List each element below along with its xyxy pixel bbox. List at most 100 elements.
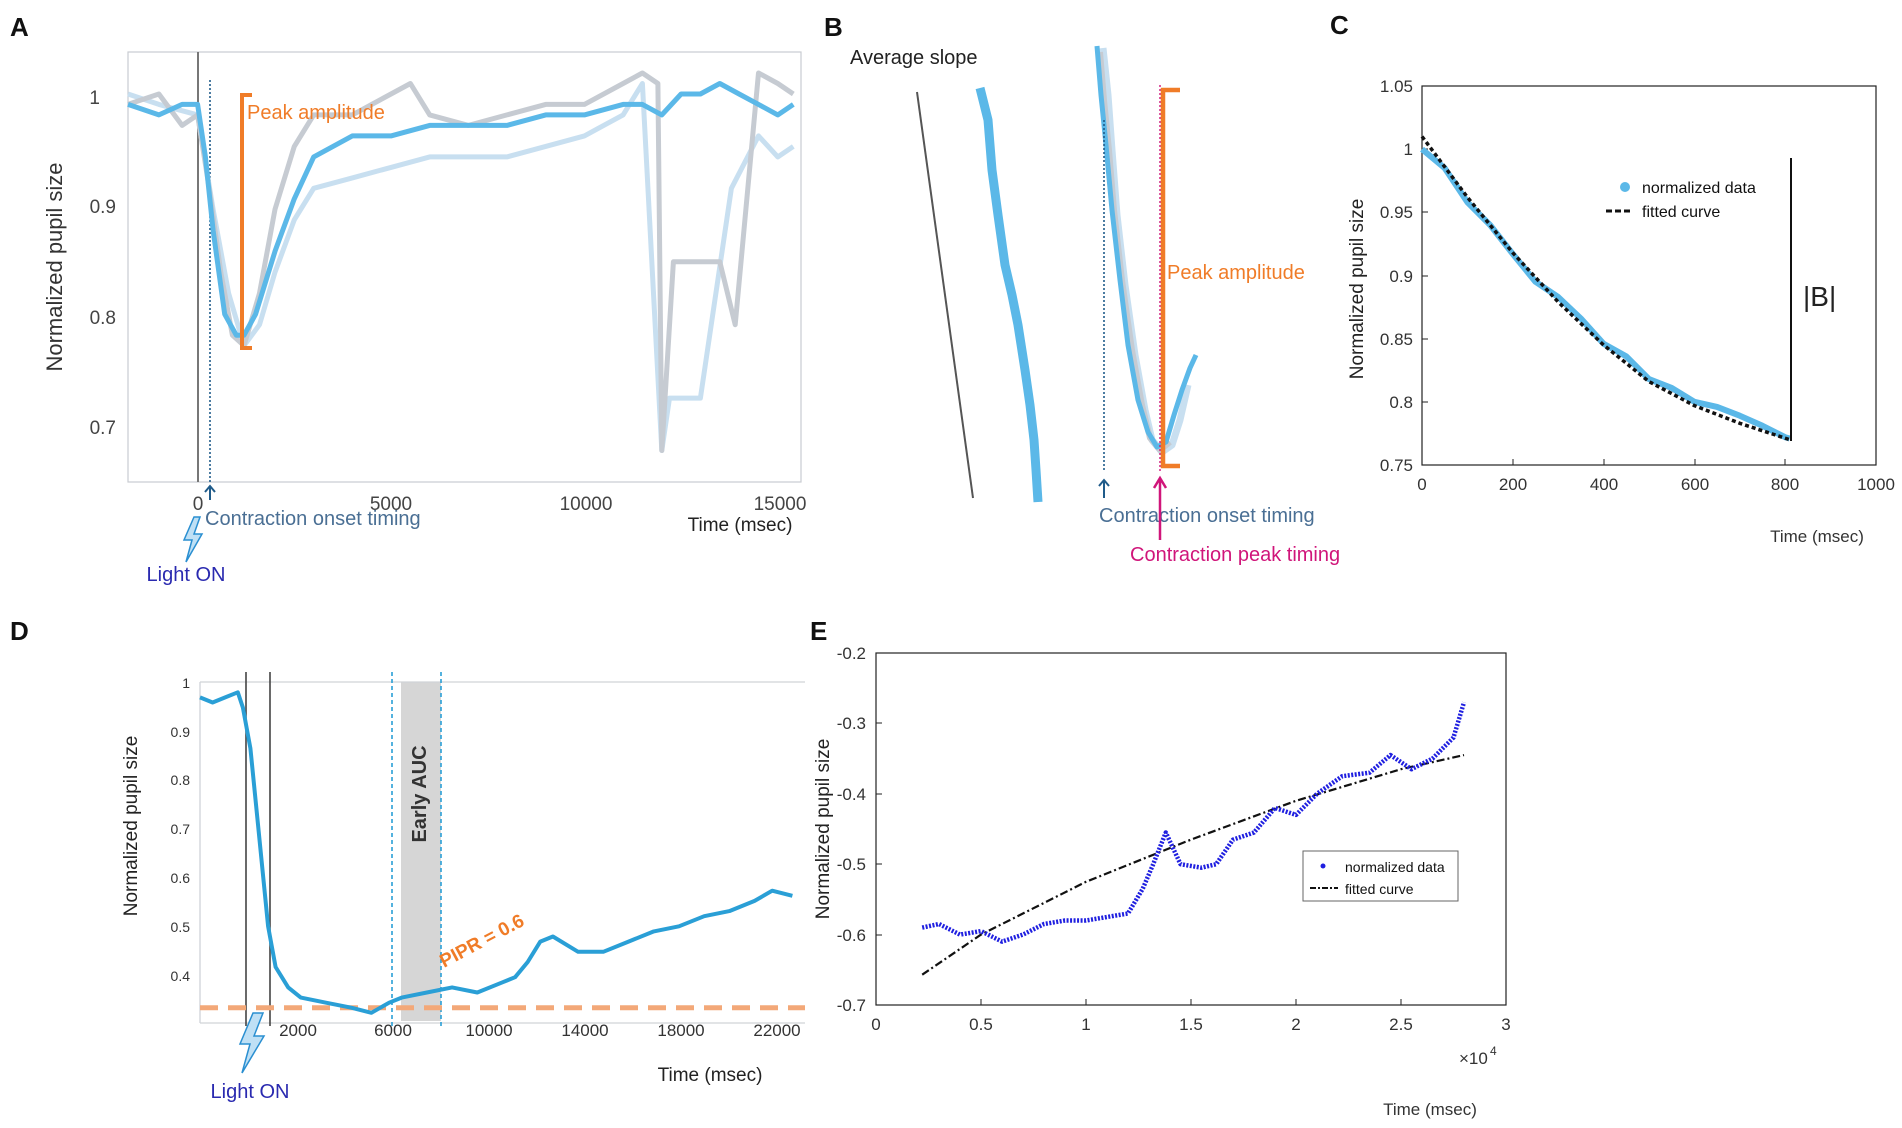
panel-e-frame xyxy=(875,652,1507,1006)
panel-c-ytick-1: 1 xyxy=(1404,140,1413,159)
panel-d-xtick-22000: 22000 xyxy=(753,1021,800,1040)
panel-a-xtick-5000: 5000 xyxy=(370,494,412,515)
panel-e: E Normalized pupil size -0.2 -0.3 -0.4 -… xyxy=(810,616,1511,1119)
panel-c-xtick-800: 800 xyxy=(1771,475,1799,494)
panel-d: D Early AUC Normalized pupil size 1 0.9 … xyxy=(10,616,805,1103)
panel-e-legend-box xyxy=(1302,850,1459,902)
panel-a-peak-bracket xyxy=(240,93,252,350)
panel-e-exponent-base: ×10 xyxy=(1459,1049,1488,1068)
panel-b-onset-label: Contraction onset timing xyxy=(1099,505,1315,527)
panel-b-onset-arrow xyxy=(1098,478,1110,498)
panel-b: B Average slope Peak amplitude Contracti… xyxy=(824,12,1340,566)
panel-b-peak-timing-label: Contraction peak timing xyxy=(1130,544,1340,566)
panel-d-pipr-label: PIPR = 0.6 xyxy=(436,910,527,972)
panel-d-xtick-10000: 10000 xyxy=(465,1021,512,1040)
panel-e-xtick-1.5: 1.5 xyxy=(1179,1015,1203,1034)
panel-c-ytick-0.95: 0.95 xyxy=(1380,203,1413,222)
panel-c-letter: C xyxy=(1330,10,1349,40)
panel-e-xtick-0: 0 xyxy=(871,1015,880,1034)
panel-b-slope-line xyxy=(916,91,974,499)
panel-a-series-light-blue xyxy=(127,81,795,453)
panel-a-ylabel: Normalized pupil size xyxy=(42,162,67,371)
panel-b-trace-blue xyxy=(1094,45,1199,450)
panel-e-ytick--0.6: -0.6 xyxy=(837,926,866,945)
panel-a-ytick-0.9: 0.9 xyxy=(90,197,116,218)
panel-b-letter: B xyxy=(824,12,843,42)
panel-a-onset-label: Contraction onset timing xyxy=(205,508,421,530)
panel-e-xtick-2.5: 2.5 xyxy=(1389,1015,1413,1034)
panel-c-ytick-0.85: 0.85 xyxy=(1380,330,1413,349)
panel-e-legend-data: normalized data xyxy=(1345,859,1445,875)
panel-e-ytick--0.2: -0.2 xyxy=(837,644,866,663)
panel-c-b-label: |B| xyxy=(1803,281,1836,312)
panel-a-ytick-0.7: 0.7 xyxy=(90,418,116,439)
panel-c-ylabel: Normalized pupil size xyxy=(1347,199,1368,380)
panel-d-letter: D xyxy=(10,616,29,646)
panel-e-xtick-1: 1 xyxy=(1081,1015,1090,1034)
panel-e-series-fitted-curve xyxy=(921,754,1465,976)
panel-b-slope-label: Average slope xyxy=(850,47,978,69)
panel-c-ytick-0.8: 0.8 xyxy=(1389,393,1413,412)
panel-d-ytick-0.4: 0.4 xyxy=(171,968,191,984)
panel-a-lightning-icon xyxy=(182,516,204,563)
panel-c-xlabel: Time (msec) xyxy=(1770,527,1864,546)
panel-e-exponent-power: 4 xyxy=(1490,1044,1497,1058)
panel-d-ylabel: Normalized pupil size xyxy=(121,736,142,917)
panel-a-xlabel: Time (msec) xyxy=(688,515,793,536)
panel-e-xtick-2: 2 xyxy=(1291,1015,1300,1034)
panel-e-ylabel: Normalized pupil size xyxy=(813,739,834,920)
panel-d-auc-shade xyxy=(401,682,441,1021)
panel-d-light-label: Light ON xyxy=(211,1081,290,1103)
panel-e-xtick-0.5: 0.5 xyxy=(969,1015,993,1034)
panel-d-auc-label: Early AUC xyxy=(409,745,431,842)
panel-d-ytick-1: 1 xyxy=(182,675,190,691)
panel-d-ytick-0.8: 0.8 xyxy=(171,772,191,788)
panel-c-series-fitted-curve xyxy=(1420,135,1791,442)
panel-b-peak-label: Peak amplitude xyxy=(1167,262,1305,284)
panel-c-legend-data: normalized data xyxy=(1642,180,1756,197)
panel-a-ytick-1: 1 xyxy=(89,88,100,109)
panel-c-xtick-1000: 1000 xyxy=(1857,475,1895,494)
panel-e-ytick--0.4: -0.4 xyxy=(837,785,866,804)
panel-a-peak-label: Peak amplitude xyxy=(247,102,385,124)
panel-c-ticks xyxy=(1422,85,1786,465)
panel-d-pupil-trace xyxy=(199,690,793,1015)
panel-c-legend-fit: fitted curve xyxy=(1642,204,1720,221)
panel-e-ytick--0.7: -0.7 xyxy=(837,996,866,1015)
panel-c-xtick-200: 200 xyxy=(1499,475,1527,494)
panel-d-ytick-0.9: 0.9 xyxy=(171,724,191,740)
panel-a-series-gray xyxy=(127,70,795,453)
panel-e-ytick--0.3: -0.3 xyxy=(837,714,866,733)
panel-e-xtick-3: 3 xyxy=(1501,1015,1510,1034)
panel-a-xtick-15000: 15000 xyxy=(754,494,807,515)
panel-c-ytick-0.75: 0.75 xyxy=(1380,456,1413,475)
panel-d-ytick-0.6: 0.6 xyxy=(171,870,191,886)
panel-a-letter: A xyxy=(10,12,29,42)
panel-e-ytick--0.5: -0.5 xyxy=(837,855,866,874)
panel-c-ytick-1.05: 1.05 xyxy=(1380,77,1413,96)
panel-c-xtick-0: 0 xyxy=(1417,475,1426,494)
panel-b-contraction-segment xyxy=(975,86,1043,503)
panel-d-ytick-0.5: 0.5 xyxy=(171,919,191,935)
panel-e-legend-fit: fitted curve xyxy=(1345,881,1414,897)
panel-c-ytick-0.9: 0.9 xyxy=(1389,267,1413,286)
panel-a-onset-arrow xyxy=(204,484,216,500)
panel-a-light-label: Light ON xyxy=(147,564,226,586)
panel-a: A Normalized pupil size 1 0.9 0.8 0.7 0 … xyxy=(10,12,806,586)
panel-d-lightning-icon xyxy=(238,1012,266,1074)
panel-e-xlabel: Time (msec) xyxy=(1383,1100,1477,1119)
panel-a-ytick-0.8: 0.8 xyxy=(90,308,116,329)
panel-c-xtick-600: 600 xyxy=(1681,475,1709,494)
panel-e-letter: E xyxy=(810,616,827,646)
panel-e-legend-dot xyxy=(1320,863,1326,869)
panel-a-frame xyxy=(127,51,802,483)
panel-e-series-normalized-data xyxy=(921,701,1467,944)
panel-d-ytick-0.7: 0.7 xyxy=(171,821,191,837)
panel-c-legend-dot xyxy=(1620,182,1630,192)
panel-d-xtick-18000: 18000 xyxy=(657,1021,704,1040)
panel-e-ticks xyxy=(876,652,1402,1005)
panel-d-xtick-14000: 14000 xyxy=(561,1021,608,1040)
panel-a-xtick-10000: 10000 xyxy=(560,494,613,515)
panel-b-peak-arrow xyxy=(1152,475,1168,540)
